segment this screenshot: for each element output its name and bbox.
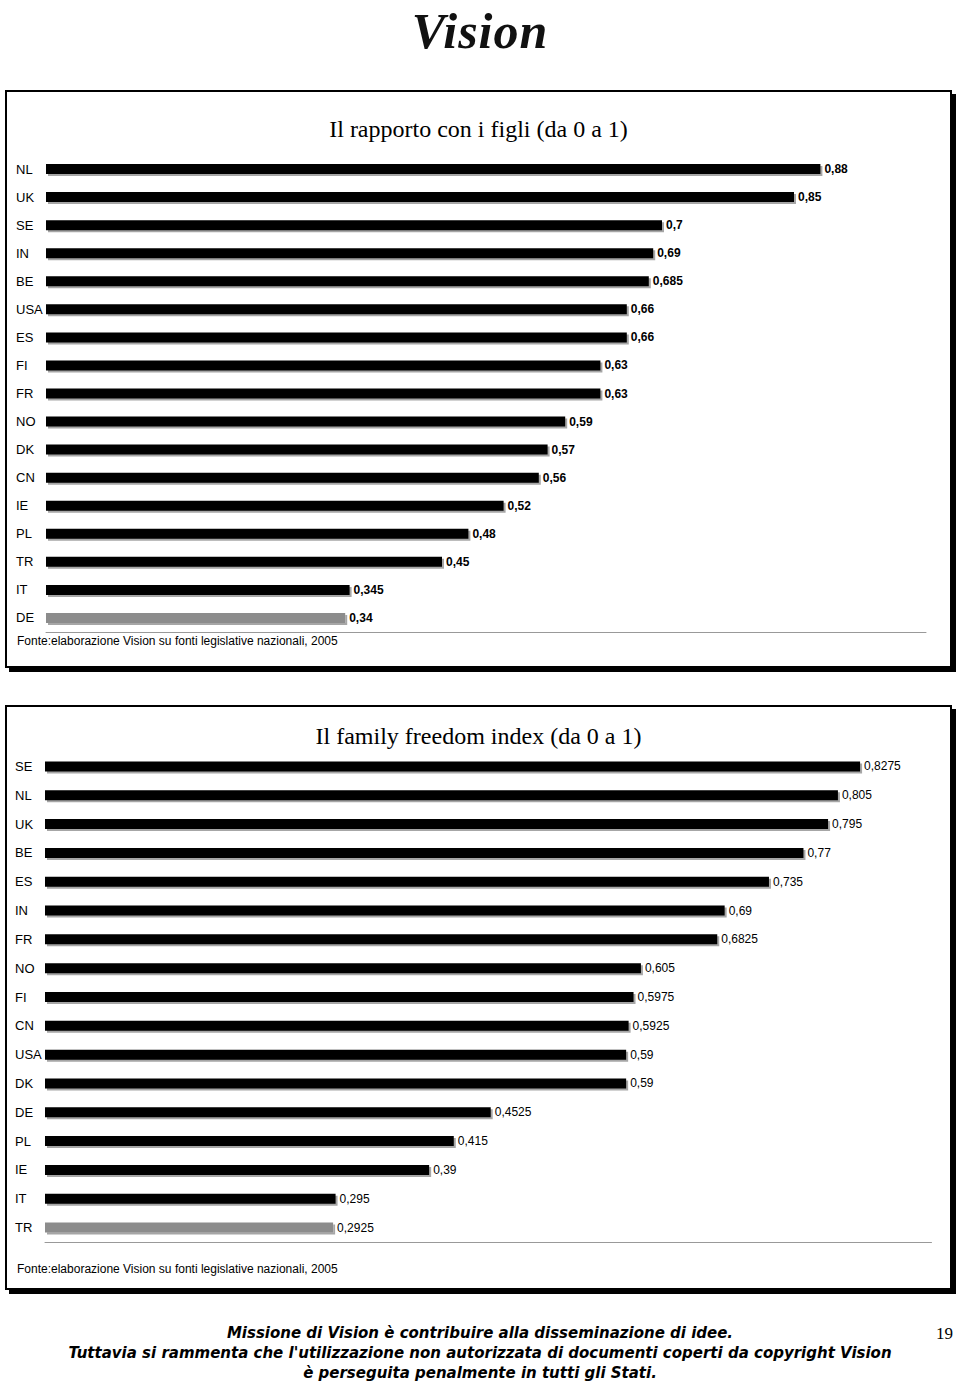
svg-text:0,34: 0,34: [349, 611, 373, 625]
svg-text:FI: FI: [15, 990, 27, 1005]
svg-text:0,59: 0,59: [630, 1048, 654, 1062]
svg-text:0,66: 0,66: [631, 330, 655, 344]
svg-text:IN: IN: [15, 903, 28, 918]
svg-text:FR: FR: [15, 932, 32, 947]
svg-text:SE: SE: [16, 218, 34, 233]
svg-text:0,88: 0,88: [824, 162, 848, 176]
svg-text:BE: BE: [15, 845, 33, 860]
svg-text:0,63: 0,63: [604, 358, 628, 372]
svg-text:FI: FI: [16, 358, 28, 373]
svg-text:0,48: 0,48: [472, 527, 496, 541]
svg-text:Fonte:elaborazione Vision su f: Fonte:elaborazione Vision su fonti legis…: [17, 1262, 338, 1276]
svg-text:NL: NL: [15, 788, 32, 803]
svg-text:ES: ES: [15, 874, 33, 889]
svg-text:Il family freedom index (da 0: Il family freedom index (da 0 a 1): [316, 723, 642, 749]
svg-text:PL: PL: [15, 1134, 31, 1149]
svg-text:TR: TR: [15, 1220, 32, 1235]
svg-text:0,5925: 0,5925: [633, 1019, 670, 1033]
svg-text:BE: BE: [16, 274, 34, 289]
svg-text:ES: ES: [16, 330, 34, 345]
svg-text:0,295: 0,295: [340, 1192, 370, 1206]
svg-text:IT: IT: [15, 1191, 27, 1206]
svg-text:SE: SE: [15, 759, 33, 774]
svg-text:0,69: 0,69: [729, 904, 753, 918]
svg-text:USA: USA: [15, 1047, 42, 1062]
svg-text:0,8275: 0,8275: [864, 759, 901, 773]
svg-text:0,345: 0,345: [354, 583, 384, 597]
svg-text:0,66: 0,66: [631, 302, 655, 316]
svg-text:0,795: 0,795: [832, 817, 862, 831]
svg-text:0,59: 0,59: [569, 415, 593, 429]
html-text:Vision: Vision: [411, 3, 549, 59]
svg-text:0,85: 0,85: [798, 190, 822, 204]
svg-text:DE: DE: [15, 1105, 33, 1120]
svg-text:IN: IN: [16, 246, 29, 261]
svg-text:0,2925: 0,2925: [337, 1221, 374, 1235]
svg-text:0,57: 0,57: [552, 443, 576, 457]
html-text:Tuttavia si rammenta che l'uti: Tuttavia si rammenta che l'utilizzazione…: [68, 1344, 892, 1362]
svg-text:CN: CN: [15, 1018, 34, 1033]
svg-text:0,77: 0,77: [807, 846, 831, 860]
svg-text:DK: DK: [16, 442, 34, 457]
svg-text:IT: IT: [16, 582, 28, 597]
svg-text:UK: UK: [16, 190, 34, 205]
svg-text:0,735: 0,735: [773, 875, 803, 889]
svg-text:TR: TR: [16, 554, 33, 569]
svg-text:0,415: 0,415: [458, 1134, 488, 1148]
svg-text:0,4525: 0,4525: [495, 1105, 532, 1119]
svg-text:IE: IE: [16, 498, 29, 513]
svg-text:Fonte:elaborazione Vision su f: Fonte:elaborazione Vision su fonti legis…: [17, 634, 338, 648]
svg-text:NL: NL: [16, 162, 33, 177]
svg-text:0,63: 0,63: [604, 387, 628, 401]
svg-text:0,685: 0,685: [653, 274, 683, 288]
svg-text:CN: CN: [16, 470, 35, 485]
svg-text:USA: USA: [16, 302, 43, 317]
svg-text:0,7: 0,7: [666, 218, 683, 232]
svg-text:0,52: 0,52: [508, 499, 532, 513]
svg-text:0,45: 0,45: [446, 555, 470, 569]
html-text:19: 19: [936, 1324, 953, 1343]
svg-text:0,605: 0,605: [645, 961, 675, 975]
svg-text:0,5975: 0,5975: [638, 990, 675, 1004]
svg-text:0,56: 0,56: [543, 471, 567, 485]
svg-text:UK: UK: [15, 817, 33, 832]
svg-text:FR: FR: [16, 386, 33, 401]
svg-text:PL: PL: [16, 526, 32, 541]
html-text:Missione di Vision è contribui: Missione di Vision è contribuire alla di…: [226, 1324, 734, 1342]
svg-text:0,59: 0,59: [630, 1076, 654, 1090]
svg-text:0,39: 0,39: [433, 1163, 457, 1177]
svg-text:NO: NO: [15, 961, 35, 976]
svg-text:0,69: 0,69: [657, 246, 681, 260]
svg-text:IE: IE: [15, 1162, 28, 1177]
svg-text:0,805: 0,805: [842, 788, 872, 802]
svg-text:0,6825: 0,6825: [721, 932, 758, 946]
svg-text:Il rapporto con i figli (da 0: Il rapporto con i figli (da 0 a 1): [329, 116, 628, 142]
svg-text:NO: NO: [16, 414, 36, 429]
svg-text:DE: DE: [16, 610, 34, 625]
svg-text:DK: DK: [15, 1076, 33, 1091]
html-text:è perseguita penalmente in tut: è perseguita penalmente in tutti gli Sta…: [303, 1364, 657, 1382]
